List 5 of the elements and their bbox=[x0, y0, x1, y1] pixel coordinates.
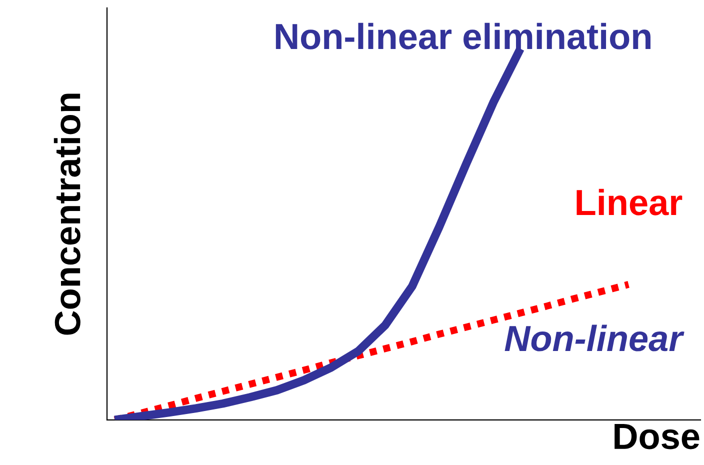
x-axis-title: Dose bbox=[614, 424, 700, 450]
text: Non-linear bbox=[504, 324, 684, 352]
y-axis-title: Concentration bbox=[54, 94, 80, 335]
chart-title: Non-linear elimination bbox=[276, 22, 650, 50]
text: Linear bbox=[576, 188, 682, 216]
